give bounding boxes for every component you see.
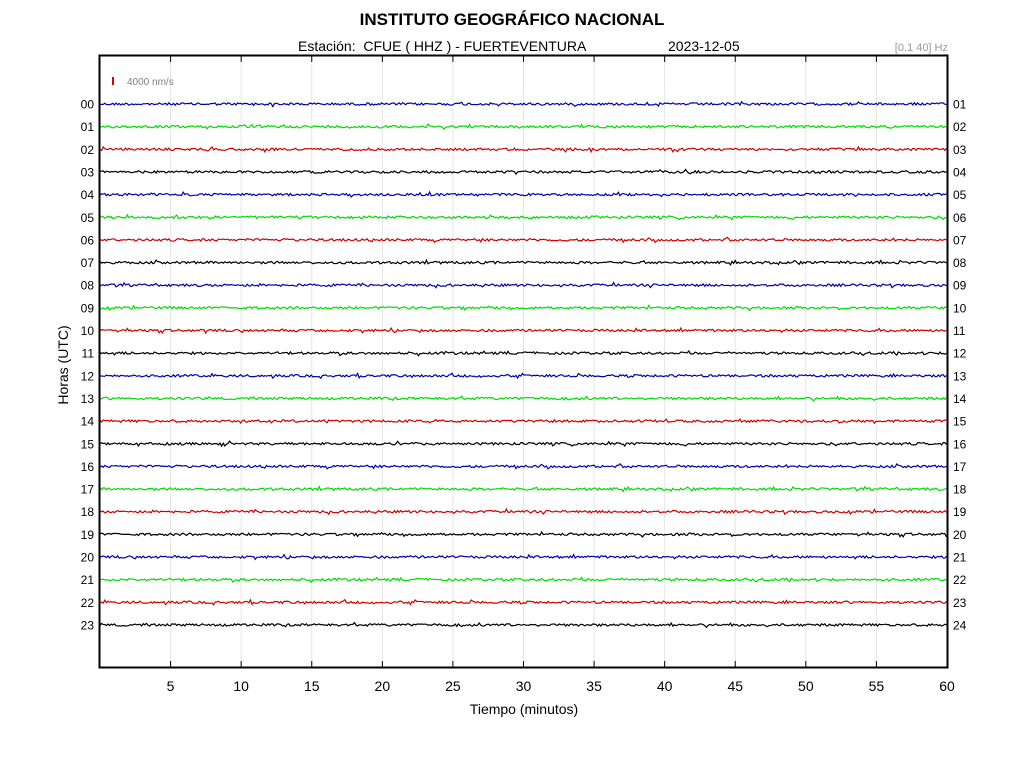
hour-label-right: 02 bbox=[953, 120, 967, 134]
hour-label-left: 07 bbox=[81, 256, 95, 270]
hour-label-left: 23 bbox=[81, 618, 95, 632]
x-tick-label: 45 bbox=[727, 678, 743, 694]
right-hour-labels: 01 02 03 04 05 06 07 08 09 10 11 12 13 14 15 16 17 18 19 20… bbox=[953, 98, 967, 633]
x-tick-label: 5 bbox=[167, 678, 175, 694]
trace-hour-23 bbox=[99, 621, 947, 629]
trace-hour-08 bbox=[99, 281, 947, 289]
trace-hour-14 bbox=[99, 418, 947, 425]
hour-label-right: 08 bbox=[953, 256, 967, 270]
hour-label-right: 18 bbox=[953, 483, 967, 497]
trace-hour-06 bbox=[99, 236, 947, 244]
grid-lines bbox=[170, 56, 877, 667]
hour-label-left: 08 bbox=[81, 279, 95, 293]
hour-label-right: 17 bbox=[953, 460, 967, 474]
hour-label-right: 15 bbox=[953, 415, 967, 429]
hour-label-right: 19 bbox=[953, 505, 967, 519]
hour-label-right: 10 bbox=[953, 301, 967, 315]
x-tick-label: 10 bbox=[233, 678, 249, 694]
x-tick-label: 25 bbox=[445, 678, 461, 694]
x-axis-ticks: 5 10 15 20 25 30 35 40 45 50 55 60 bbox=[167, 56, 955, 694]
seismic-traces bbox=[99, 100, 947, 629]
hour-label-right: 01 bbox=[953, 98, 967, 112]
hour-label-right: 11 bbox=[953, 324, 966, 338]
hour-label-left: 21 bbox=[81, 573, 95, 587]
hour-label-left: 13 bbox=[81, 392, 95, 406]
trace-hour-15 bbox=[99, 440, 947, 448]
trace-hour-03 bbox=[99, 168, 947, 176]
hour-label-left: 04 bbox=[81, 188, 95, 202]
hour-label-left: 22 bbox=[81, 596, 95, 610]
hour-label-left: 10 bbox=[81, 324, 95, 338]
hour-label-left: 16 bbox=[81, 460, 95, 474]
hour-label-right: 05 bbox=[953, 188, 967, 202]
hour-label-right: 13 bbox=[953, 369, 967, 383]
scale-bar-label: 4000 nm/s bbox=[127, 77, 174, 88]
trace-hour-22 bbox=[99, 598, 947, 606]
trace-hour-20 bbox=[99, 553, 947, 561]
hour-label-right: 12 bbox=[953, 347, 967, 361]
hour-label-left: 12 bbox=[81, 369, 95, 383]
x-tick-label: 50 bbox=[798, 678, 814, 694]
hour-label-left: 09 bbox=[81, 301, 95, 315]
hour-label-right: 21 bbox=[953, 551, 967, 565]
hour-label-left: 15 bbox=[81, 437, 95, 451]
hour-label-left: 11 bbox=[82, 347, 95, 361]
frequency-band-label: [0.1 40] Hz bbox=[894, 42, 948, 54]
x-tick-label: 30 bbox=[516, 678, 532, 694]
x-axis-label: Tiempo (minutos) bbox=[469, 701, 579, 717]
x-tick-label: 20 bbox=[375, 678, 391, 694]
amplitude-scale-bar: 4000 nm/s bbox=[112, 77, 174, 88]
trace-hour-07 bbox=[99, 258, 947, 267]
plot-frame bbox=[98, 54, 949, 669]
hour-label-right: 24 bbox=[953, 618, 967, 632]
hour-label-right: 03 bbox=[953, 143, 967, 157]
x-tick-label: 40 bbox=[657, 678, 673, 694]
hour-label-left: 00 bbox=[81, 98, 95, 112]
hour-label-right: 23 bbox=[953, 596, 967, 610]
trace-hour-10 bbox=[99, 326, 947, 335]
station-label: Estación: CFUE ( HHZ ) - FUERTEVENTURA bbox=[298, 38, 587, 54]
hour-label-left: 02 bbox=[81, 143, 95, 157]
hour-label-right: 20 bbox=[953, 528, 967, 542]
x-tick-label: 60 bbox=[939, 678, 955, 694]
trace-hour-04 bbox=[99, 190, 947, 198]
trace-hour-21 bbox=[99, 576, 947, 584]
x-tick-label: 15 bbox=[304, 678, 320, 694]
hour-label-left: 05 bbox=[81, 211, 95, 225]
hour-label-right: 04 bbox=[953, 165, 967, 179]
trace-hour-16 bbox=[99, 463, 947, 470]
trace-hour-17 bbox=[99, 485, 947, 493]
hour-label-right: 14 bbox=[953, 392, 967, 406]
trace-hour-01 bbox=[99, 122, 947, 131]
hour-label-left: 20 bbox=[81, 551, 95, 565]
hour-label-right: 07 bbox=[953, 233, 967, 247]
hour-label-left: 19 bbox=[81, 528, 95, 542]
hour-label-right: 16 bbox=[953, 437, 967, 451]
x-tick-label: 35 bbox=[586, 678, 602, 694]
left-hour-labels: 00 01 02 03 04 05 06 07 08 09 10 11 12 13 14 15 16 17 18 19… bbox=[81, 98, 95, 633]
trace-hour-19 bbox=[99, 530, 947, 538]
hour-label-left: 18 bbox=[81, 505, 95, 519]
hour-label-left: 14 bbox=[81, 415, 95, 429]
hour-label-right: 09 bbox=[953, 279, 967, 293]
hour-label-left: 01 bbox=[81, 120, 95, 134]
trace-hour-09 bbox=[99, 304, 947, 312]
trace-hour-12 bbox=[99, 372, 947, 380]
trace-hour-02 bbox=[99, 145, 947, 154]
trace-hour-11 bbox=[99, 349, 947, 357]
hour-label-right: 22 bbox=[953, 573, 967, 587]
trace-hour-05 bbox=[99, 213, 947, 221]
hour-label-left: 03 bbox=[81, 165, 95, 179]
hour-label-left: 17 bbox=[81, 483, 95, 497]
date-label: 2023-12-05 bbox=[668, 38, 740, 54]
x-tick-label: 55 bbox=[869, 678, 885, 694]
trace-hour-18 bbox=[99, 507, 947, 516]
hour-label-left: 06 bbox=[81, 233, 95, 247]
chart-title: INSTITUTO GEOGRÁFICO NACIONAL bbox=[359, 10, 665, 29]
trace-hour-13 bbox=[99, 395, 947, 402]
trace-hour-00 bbox=[99, 100, 947, 108]
hour-label-right: 06 bbox=[953, 211, 967, 225]
scale-bar-mark bbox=[112, 77, 114, 85]
